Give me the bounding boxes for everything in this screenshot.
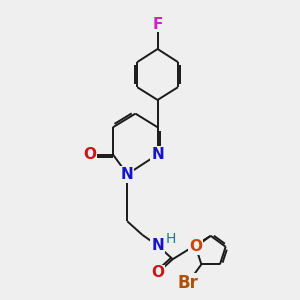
Text: O: O (189, 239, 202, 254)
Text: N: N (151, 147, 164, 162)
Text: N: N (151, 238, 164, 253)
Text: F: F (152, 16, 163, 32)
Text: N: N (121, 167, 134, 182)
Text: Br: Br (178, 274, 199, 292)
Text: O: O (83, 147, 96, 162)
Text: H: H (166, 232, 176, 247)
Text: O: O (151, 265, 164, 280)
